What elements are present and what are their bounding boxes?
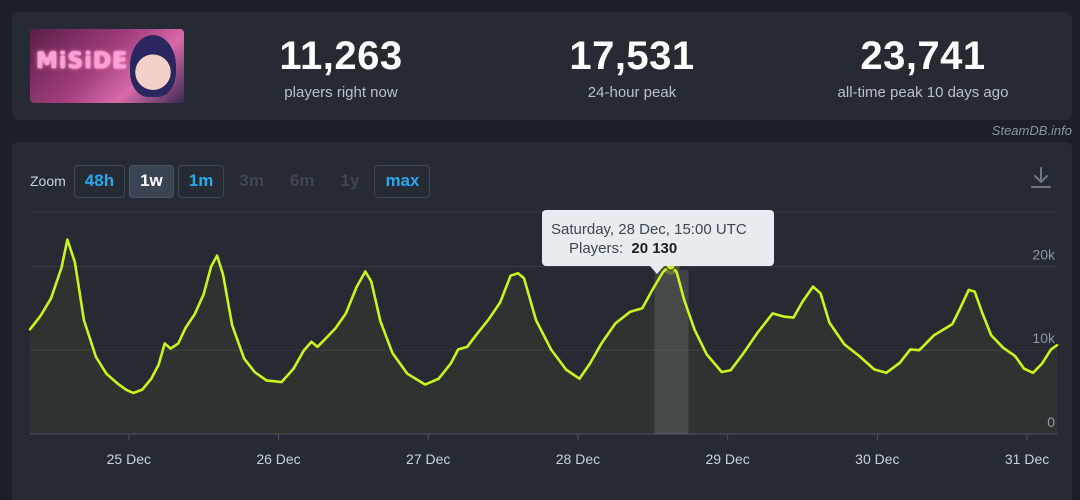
zoom-label: Zoom [30,173,66,189]
zoom-1w-button[interactable]: 1w [129,164,174,198]
zoom-bar: Zoom 48h 1w 1m 3m 6m 1y max [30,164,434,198]
x-tick-label: 30 Dec [855,451,899,467]
tooltip-series-label: Players: [569,240,623,257]
tooltip-title: Saturday, 28 Dec, 15:00 UTC [551,221,747,238]
x-tick-label: 27 Dec [406,451,450,467]
axis-layer: 0 10k 20k 25 Dec 26 Dec 27 Dec 28 Dec 29 Dec 30 … [107,246,1056,467]
game-logo-text: MiSiDE [36,49,129,74]
tooltip-series-swatch [553,242,563,252]
grid-layer [30,211,1057,435]
steamdb-credit[interactable]: SteamDB.info [991,123,1072,138]
x-tick-label: 28 Dec [556,451,600,467]
stat-all-time-peak: 23,741 all-time peak 10 days ago [812,34,1034,101]
x-tick-label: 26 Dec [256,451,300,467]
game-logo[interactable]: MiSiDE [30,29,184,103]
x-tick-label: 31 Dec [1005,451,1049,467]
series-line-players [28,238,1059,395]
stats-panel: MiSiDE 11,263 players right now 17,531 2… [12,12,1072,120]
zoom-max-button[interactable]: max [374,164,431,198]
game-logo-character [130,35,176,97]
stat-current-players: 11,263 players right now [260,34,422,101]
current-players-value: 11,263 [279,34,403,78]
y-tick-label: 0 [1047,414,1055,430]
zoom-1y-button: 1y [340,171,360,190]
series-layer [28,238,1059,434]
download-icon[interactable] [1030,166,1052,190]
x-tick-label: 29 Dec [705,451,749,467]
tooltip-background [542,210,774,266]
zoom-6m-button: 6m [289,171,315,190]
peak-24h-value: 17,531 [569,34,695,78]
y-tick-label: 10k [1032,330,1056,346]
svg-text:Players: 20 130: Players: 20 130 [569,240,677,257]
chart-tooltip: Saturday, 28 Dec, 15:00 UTC Players: 20 … [542,210,774,274]
zoom-3m-button: 3m [239,171,264,190]
x-tick-label: 25 Dec [107,451,151,467]
zoom-48h-button[interactable]: 48h [73,164,126,198]
tooltip-pointer [650,266,664,274]
stat-24h-peak: 17,531 24-hour peak [547,34,717,101]
current-players-label: players right now [284,84,398,101]
all-time-peak-value: 23,741 [860,34,986,78]
tooltip-value: 20 130 [631,240,677,257]
y-tick-label: 20k [1032,246,1056,262]
all-time-peak-label: all-time peak 10 days ago [837,84,1009,101]
peak-24h-label: 24-hour peak [587,84,677,101]
zoom-1m-button[interactable]: 1m [177,164,225,198]
